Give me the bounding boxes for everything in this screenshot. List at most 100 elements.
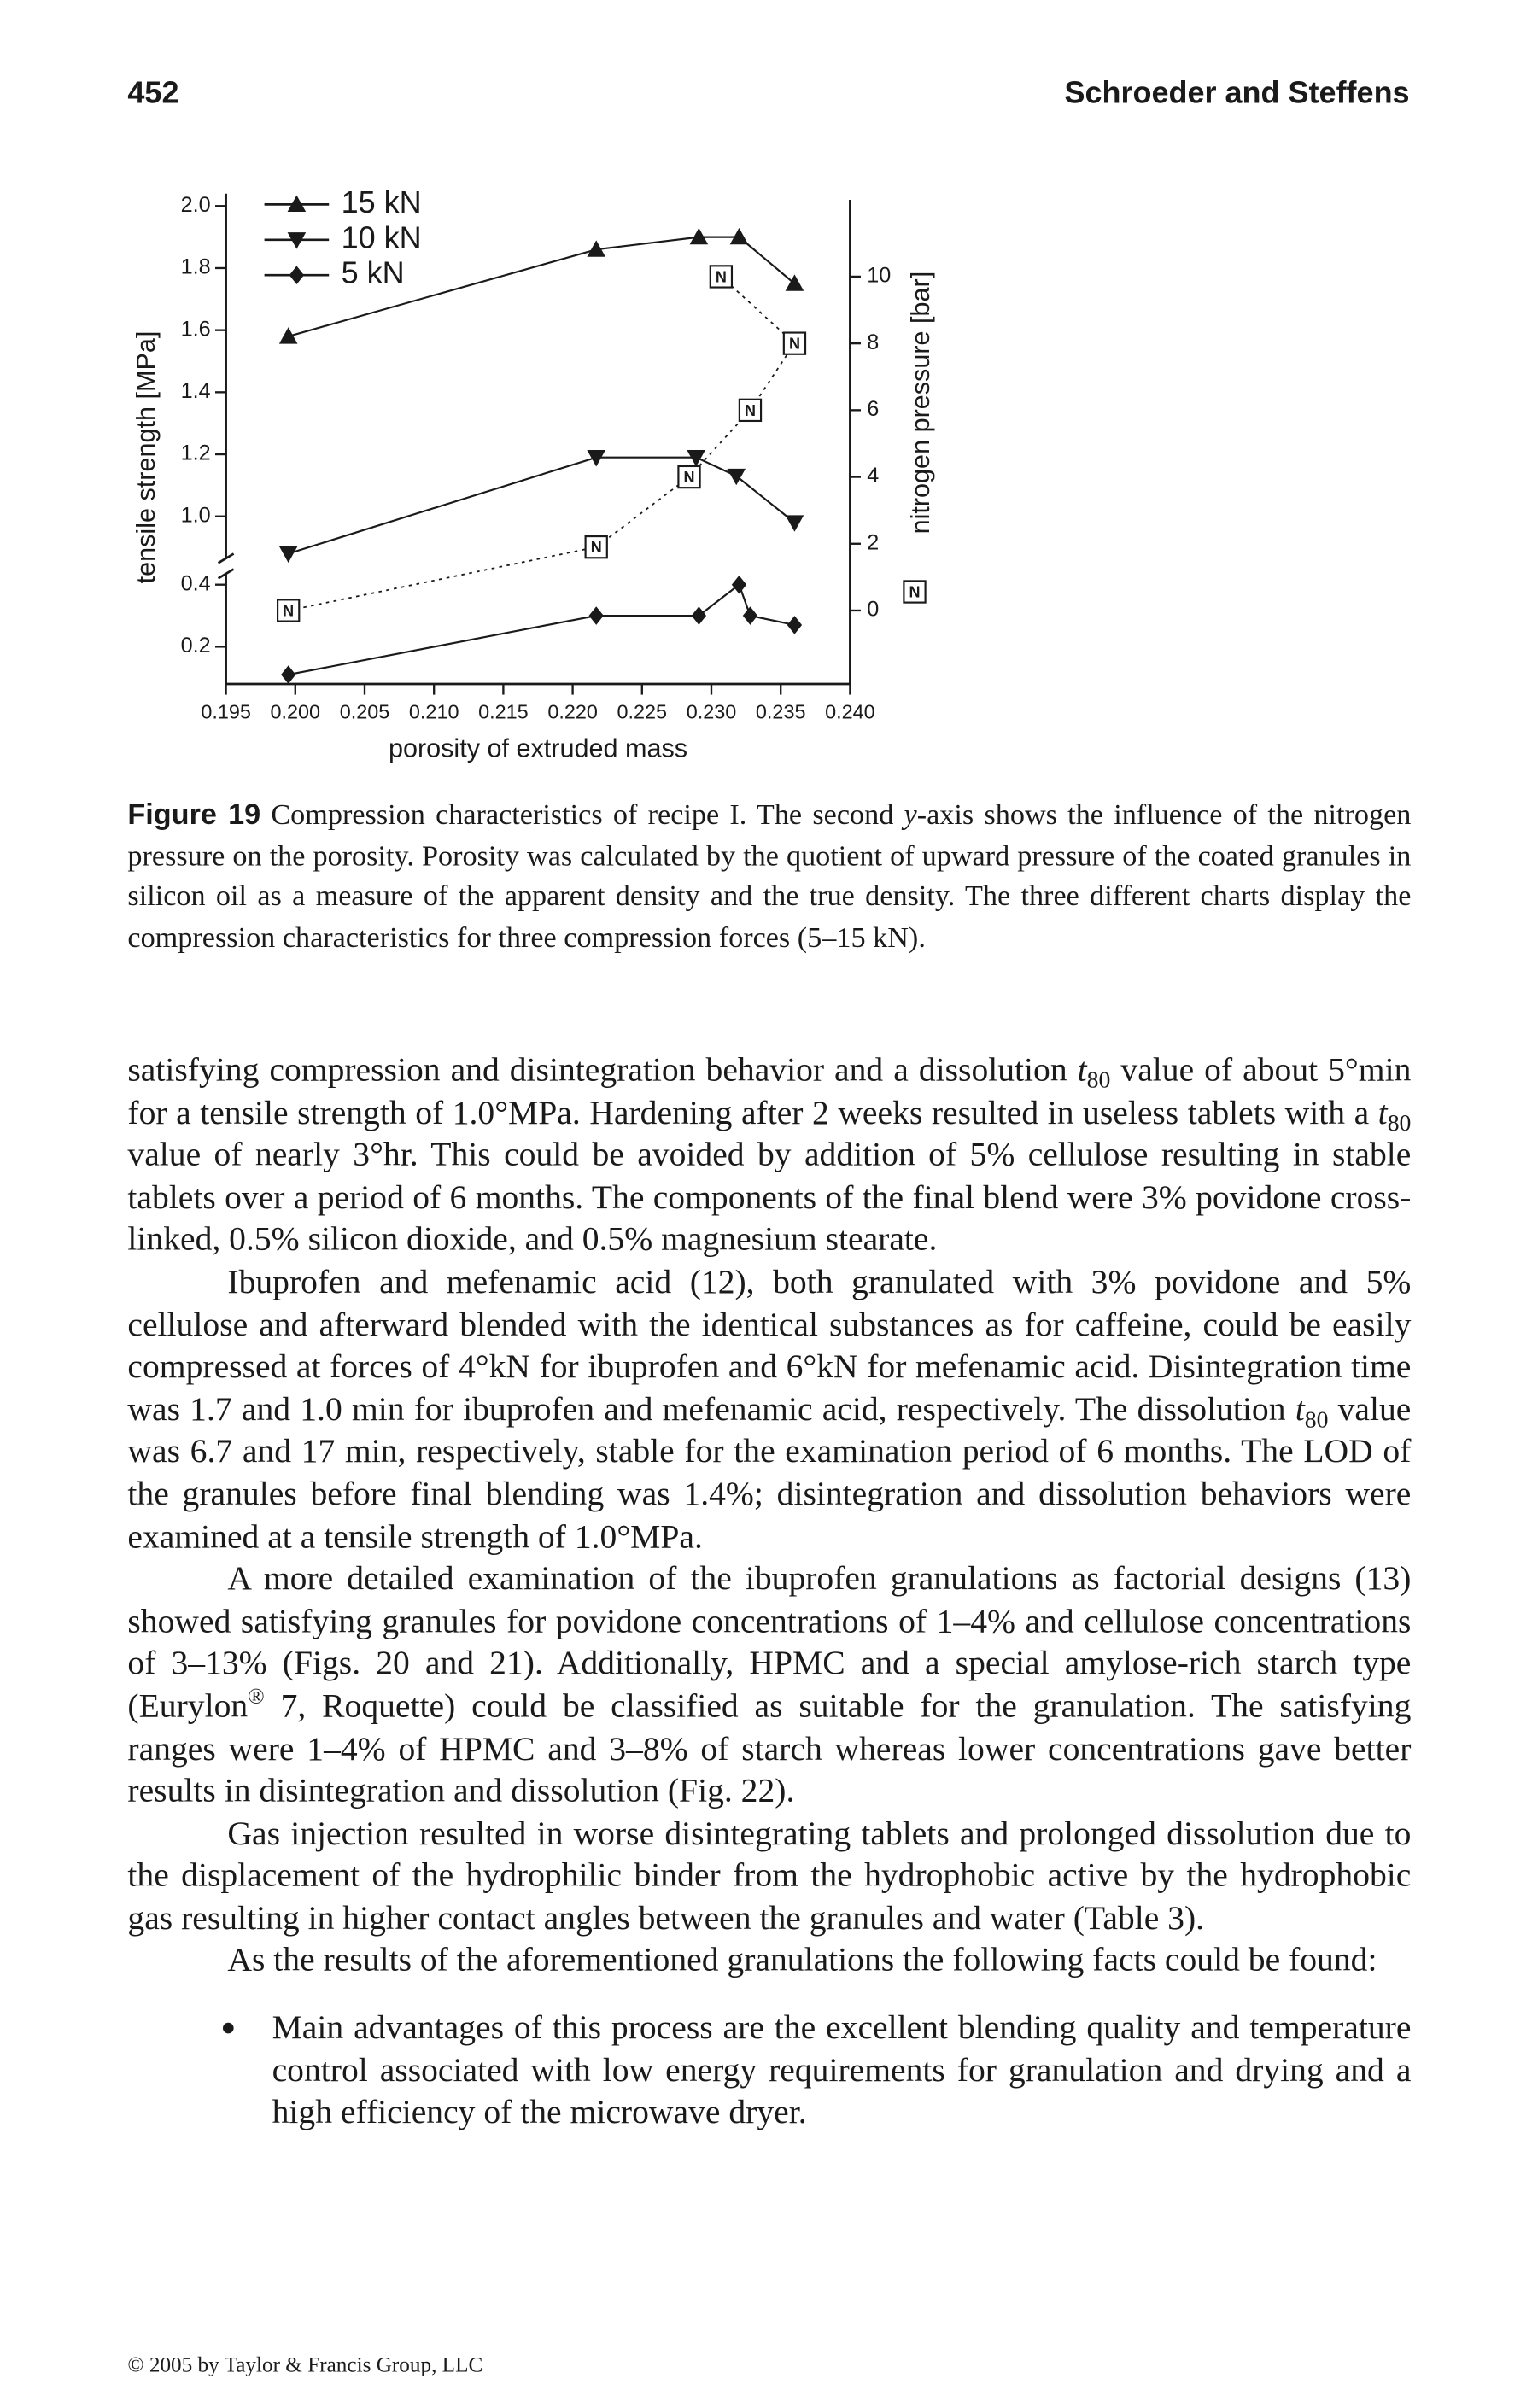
data-point — [277, 599, 301, 622]
figure-caption: Figure 19 Compression characteristics of… — [127, 796, 1411, 959]
paragraph: A more detailed examination of the ibupr… — [127, 1558, 1411, 1812]
data-point — [738, 398, 763, 423]
y-tick-label: 1.4 — [181, 379, 211, 403]
italic-symbol: t — [1077, 1049, 1087, 1089]
y2-legend-marker — [903, 580, 927, 604]
legend-label: 5 kN — [342, 255, 405, 290]
data-point — [689, 227, 709, 245]
legend-label: 15 kN — [342, 184, 422, 219]
marker-label: N — [909, 584, 921, 601]
axis-break — [217, 552, 235, 580]
y2-tick-label: 6 — [867, 397, 879, 421]
italic-symbol: t — [1295, 1388, 1305, 1428]
y-tick-label: 0.4 — [181, 571, 211, 595]
paragraph: As the results of the aforementioned gra… — [127, 1939, 1411, 1982]
data-point — [709, 265, 734, 289]
data-point — [281, 665, 296, 684]
paragraph: satisfying compression and disintegratio… — [127, 1049, 1411, 1260]
paragraph: Ibuprofen and mefenamic acid (12), both … — [127, 1260, 1411, 1558]
subscript: 80 — [1086, 1067, 1111, 1094]
y2-tick-label: 2 — [867, 530, 879, 554]
paragraph: Gas injection resulted in worse disinteg… — [127, 1812, 1411, 1939]
text-run: value was 6.7 and 17 min, respectively, … — [127, 1388, 1412, 1555]
data-point — [278, 327, 298, 344]
data-point — [782, 331, 807, 355]
superscript: ® — [248, 1685, 265, 1710]
series-line — [288, 276, 796, 611]
y2-axis-title: nitrogen pressure [bar] — [906, 272, 935, 535]
marker-label: N — [684, 469, 695, 486]
text-run: -axis shows the influence of the nitroge… — [127, 799, 1412, 954]
y2-tick-label: 10 — [867, 264, 891, 288]
data-point — [677, 465, 701, 489]
y-tick-label: 1.0 — [181, 503, 211, 527]
y-tick-label: 1.6 — [181, 317, 211, 341]
italic-symbol: y — [904, 799, 917, 832]
running-head: Schroeder and Steffens — [1064, 77, 1410, 111]
data-point — [584, 535, 608, 559]
x-tick-label: 0.210 — [409, 700, 459, 722]
text-run: satisfying compression and disintegratio… — [127, 1049, 1078, 1089]
text-run: As the results of the aforementioned gra… — [227, 1940, 1377, 1979]
data-point — [691, 606, 707, 625]
data-point — [785, 274, 804, 291]
subscript: 80 — [1387, 1109, 1412, 1137]
data-point — [588, 606, 604, 625]
y-tick-label: 0.2 — [181, 634, 211, 658]
legend-marker — [289, 266, 305, 284]
y2-tick-label: 4 — [867, 464, 879, 488]
data-point — [787, 616, 803, 634]
x-tick-label: 0.240 — [825, 700, 875, 722]
series-line — [288, 582, 795, 676]
text-run: Compression characteristics of recipe I.… — [260, 799, 904, 832]
figure-label: Figure 19 — [127, 799, 261, 832]
data-point — [687, 450, 705, 467]
x-tick-label: 0.235 — [756, 700, 806, 722]
y-tick-label: 1.8 — [181, 255, 211, 279]
y-tick-label: 2.0 — [181, 193, 211, 217]
data-point — [727, 468, 746, 486]
y2-tick-label: 0 — [867, 598, 879, 622]
marker-label: N — [716, 268, 727, 285]
x-tick-label: 0.220 — [547, 700, 598, 722]
data-point — [587, 450, 606, 467]
text-run: value of about 5°min for a tensile stren… — [127, 1049, 1412, 1131]
marker-label: N — [745, 402, 756, 419]
body-text: satisfying compression and disintegratio… — [127, 1049, 1411, 2134]
y-axis-title: tensile strength [MPa] — [132, 331, 161, 584]
bullet-list: Main advantages of this process are the … — [127, 2006, 1411, 2133]
x-axis-title: porosity of extruded mass — [389, 734, 687, 763]
marker-label: N — [789, 336, 800, 353]
series-line — [288, 456, 796, 555]
y-tick-label: 1.2 — [181, 441, 211, 465]
footer: © 2005 by Taylor & Francis Group, LLC — [127, 2354, 483, 2378]
x-tick-label: 0.195 — [201, 700, 251, 722]
text-run: Gas injection resulted in worse disinteg… — [127, 1813, 1412, 1937]
data-point — [729, 227, 749, 245]
legend-label: 10 kN — [342, 219, 422, 254]
marker-label: N — [591, 539, 602, 556]
bullet-dot — [223, 2022, 234, 2034]
caption-text: Compression characteristics of recipe I.… — [127, 799, 1411, 954]
subscript: 80 — [1304, 1406, 1329, 1434]
data-point — [731, 575, 747, 594]
text-run: 7, Roquette) could be classified as suit… — [127, 1686, 1412, 1809]
text-run: A more detailed examination of the ibupr… — [127, 1558, 1412, 1725]
bullet-item: Main advantages of this process are the … — [127, 2006, 1411, 2133]
x-tick-label: 0.205 — [340, 700, 390, 722]
page-number: 452 — [127, 77, 179, 111]
text-run: Ibuprofen and mefenamic acid (12), both … — [127, 1261, 1412, 1428]
marker-label: N — [283, 603, 294, 620]
data-point — [742, 606, 758, 625]
x-tick-label: 0.230 — [687, 700, 737, 722]
data-point — [278, 546, 298, 564]
x-tick-label: 0.200 — [271, 700, 321, 722]
text-run: Main advantages of this process are the … — [272, 2007, 1412, 2131]
legend-marker — [287, 195, 307, 213]
x-tick-label: 0.225 — [617, 700, 668, 722]
text-run: value of nearly 3°hr. This could be avoi… — [127, 1134, 1412, 1259]
data-point — [785, 515, 804, 532]
x-tick-label: 0.215 — [478, 700, 529, 722]
